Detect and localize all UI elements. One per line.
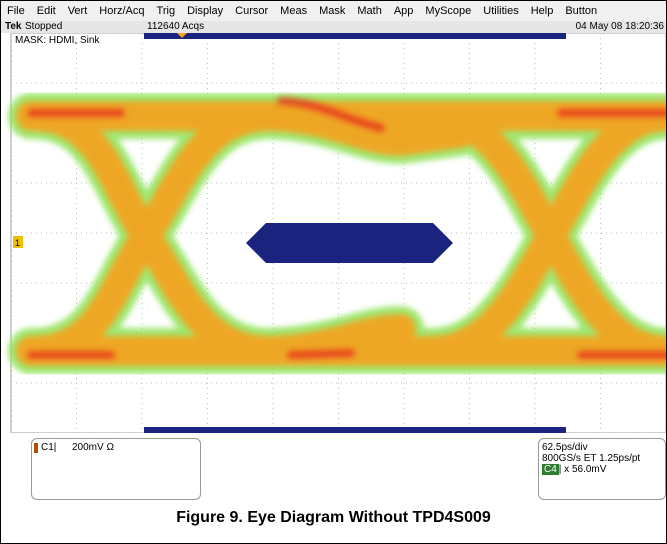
timebase: 62.5ps/div	[542, 442, 588, 453]
trigger-marker	[177, 33, 187, 38]
menu-item[interactable]: Mask	[319, 5, 346, 17]
menu-bar: File Edit Vert Horz/Acq Trig Display Cursor Mea…	[1, 1, 666, 21]
brand: Tek	[5, 21, 22, 32]
sample-rate: 800GS/s ET 1.25ps/pt	[542, 453, 641, 464]
timebase-panel: 62.5ps/div 800GS/s ET 1.25ps/pt C4 | x 56…	[538, 438, 666, 500]
caption: Figure 9. Eye Diagram Without TPD4S009	[176, 509, 491, 526]
channel-panel: C1| 200mV Ω	[31, 438, 201, 500]
channel-id: C1|	[41, 442, 57, 453]
status-bar: Tek Stopped 112640 Acqs 04 May 08 18:20:…	[1, 21, 666, 33]
menu-item[interactable]: Meas	[280, 5, 308, 17]
mask-label: MASK: HDMI, Sink	[15, 35, 100, 46]
state: Stopped	[25, 21, 63, 32]
menu-item[interactable]: Trig	[156, 5, 176, 17]
eye-diagram	[8, 93, 666, 374]
date: 04 May 08 18:20:36	[575, 21, 664, 32]
menu-item[interactable]: File	[7, 5, 25, 17]
acq-count: 112640 Acqs	[147, 21, 205, 32]
channel-marker-box	[13, 236, 23, 248]
menu-item[interactable]: Display	[187, 5, 224, 17]
menu-item[interactable]: Horz/Acq	[99, 5, 145, 17]
menu-item[interactable]: Math	[357, 5, 382, 17]
channel-scale: 200mV Ω	[72, 442, 114, 453]
menu-item[interactable]: Help	[530, 5, 554, 17]
menu-item[interactable]: Utilities	[483, 5, 519, 17]
graticule: 1 MASK: HDMI, Sink	[8, 33, 666, 433]
mask	[144, 33, 566, 433]
menu-item[interactable]: Vert	[67, 5, 88, 17]
menu-item[interactable]: Button	[565, 5, 598, 17]
trigger-level: | x 56.0mV	[558, 464, 607, 475]
channel-color	[34, 443, 38, 453]
menu-item[interactable]: Edit	[36, 5, 56, 17]
channel-marker: 1	[15, 238, 20, 248]
menu-item[interactable]: Cursor	[235, 5, 269, 17]
menu-item[interactable]: App	[393, 5, 414, 17]
menu-item[interactable]: MyScope	[425, 5, 472, 17]
badge: C4	[542, 464, 559, 475]
